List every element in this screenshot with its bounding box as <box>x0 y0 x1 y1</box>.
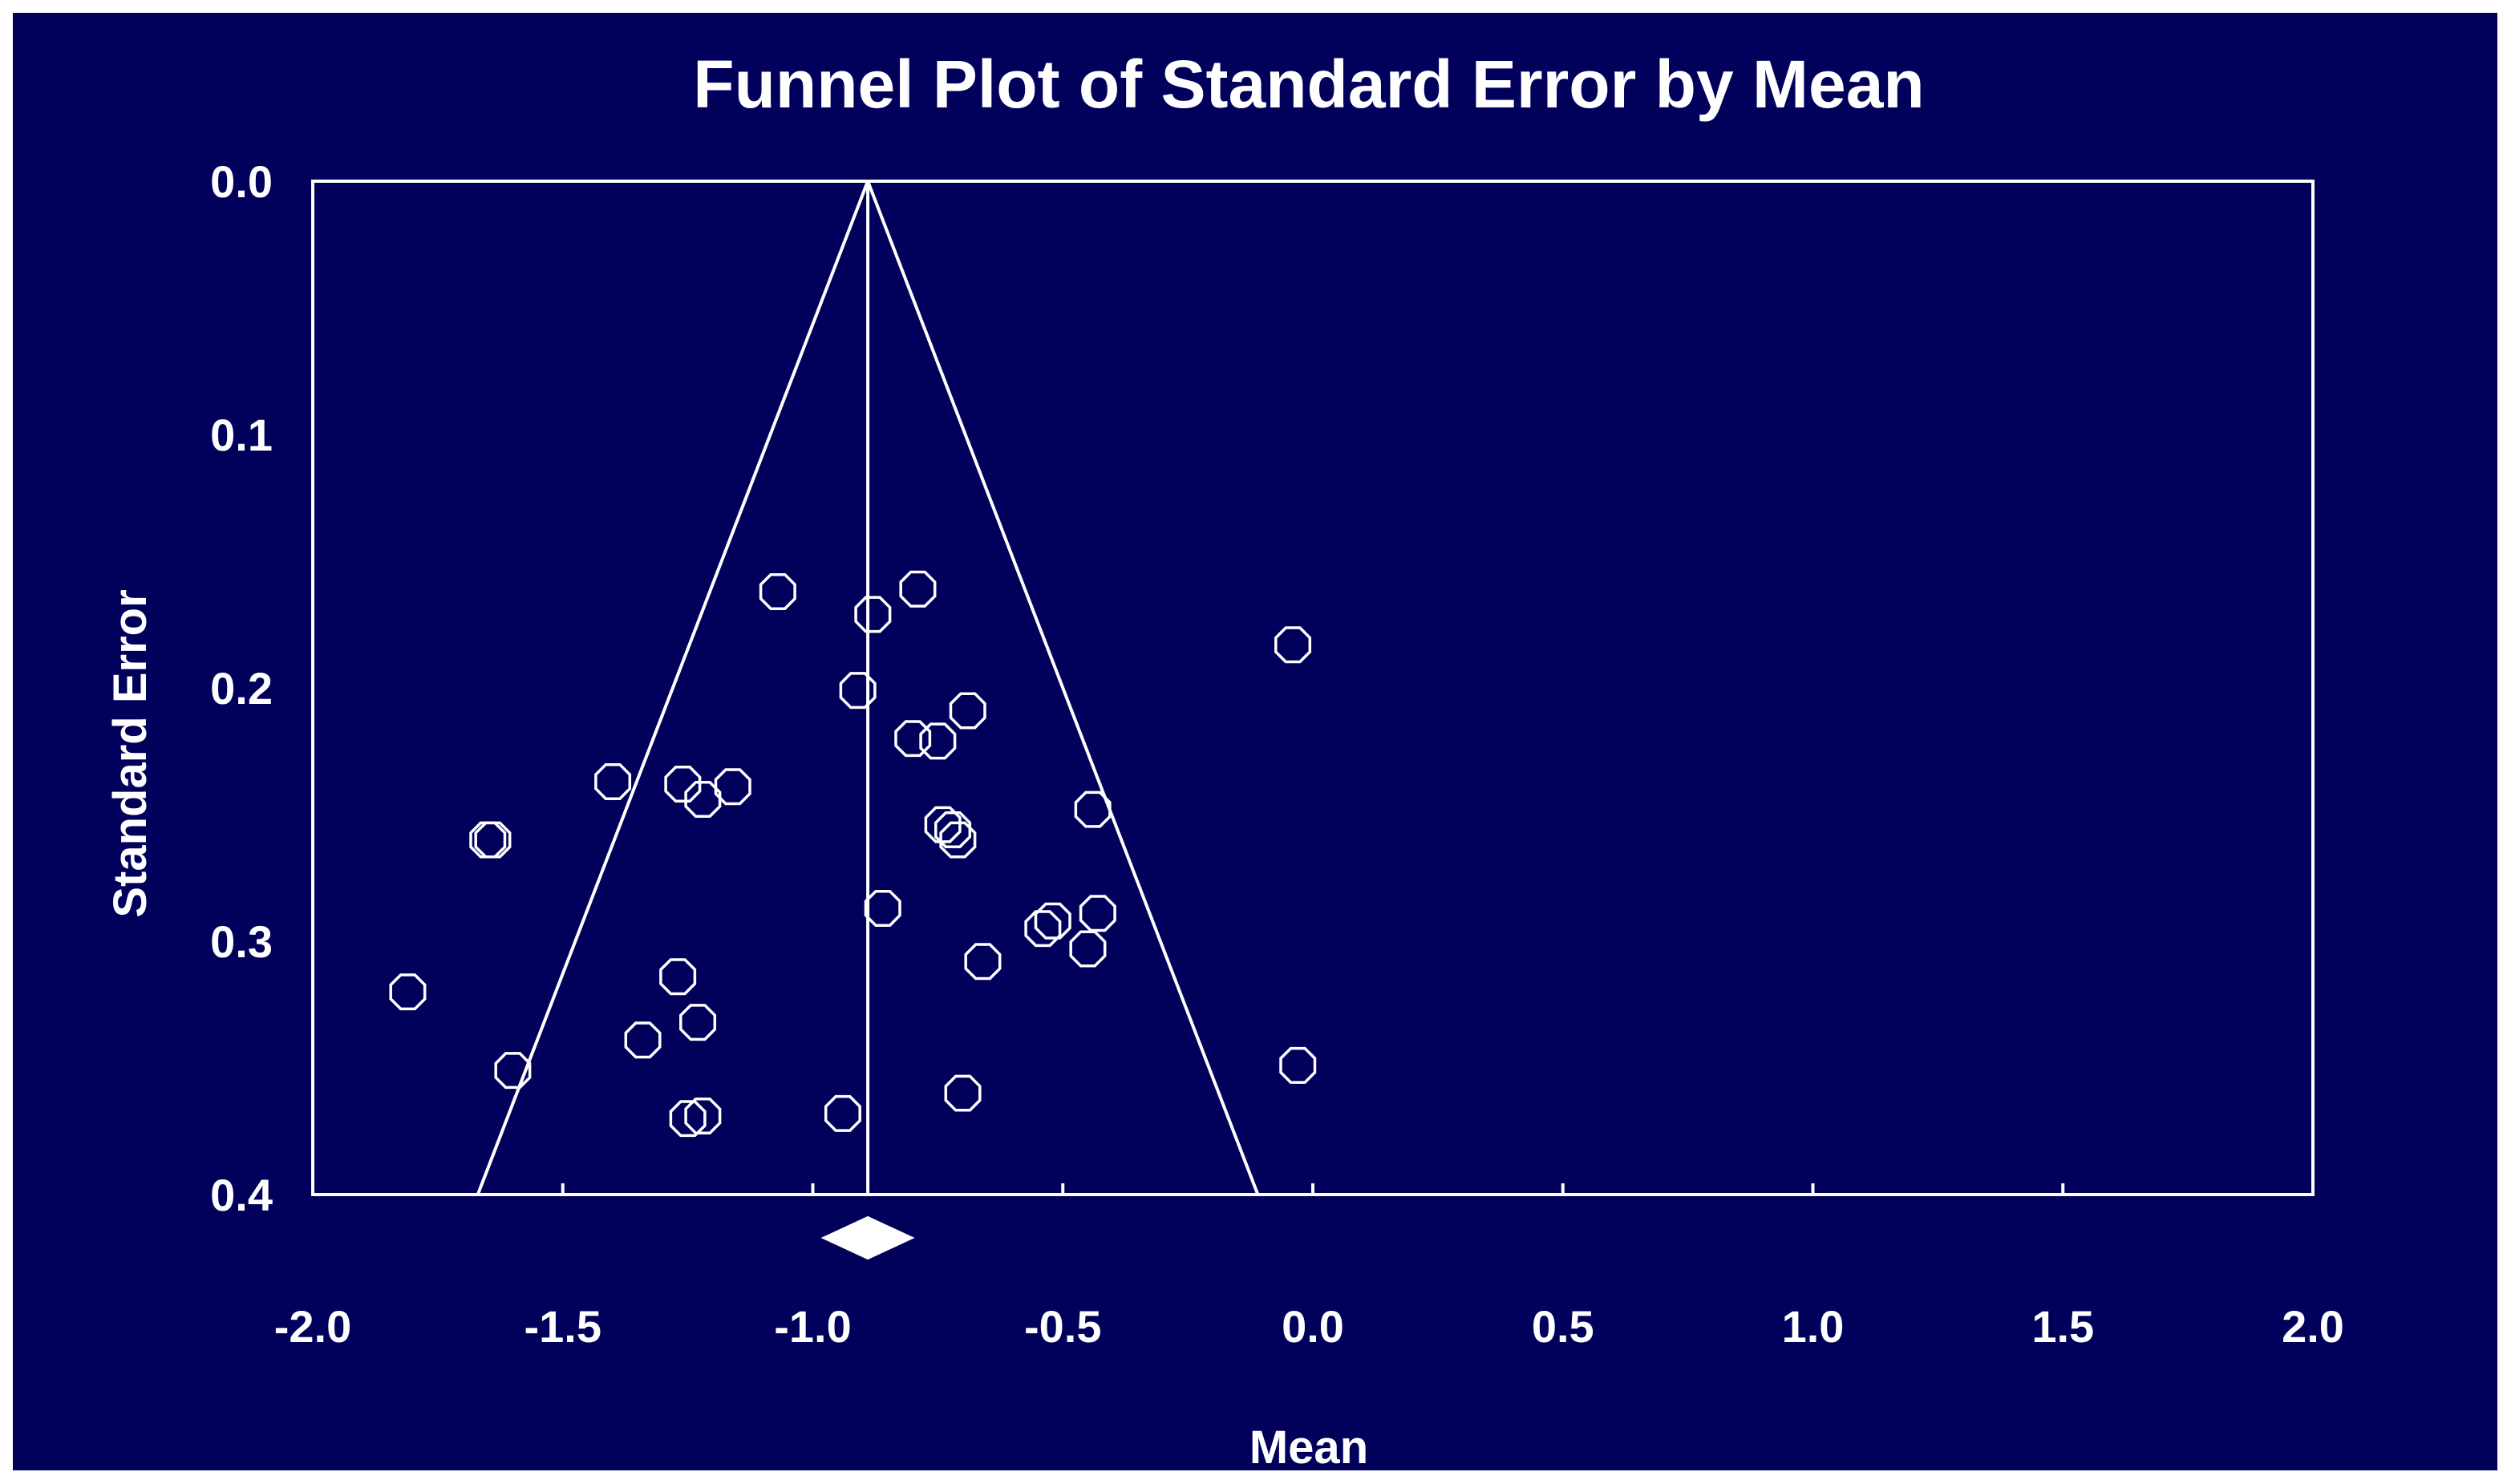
y-axis-ticks: 0.0 0.1 0.2 0.3 0.4 <box>210 156 273 1220</box>
funnel <box>476 180 1260 1260</box>
study-point <box>494 1052 532 1090</box>
x-tick-label: 1.5 <box>2031 1301 2094 1352</box>
x-tick-label: -1.5 <box>524 1301 602 1352</box>
study-point <box>919 722 957 760</box>
data-points <box>389 570 1317 1138</box>
study-point <box>1024 910 1062 948</box>
funnel-plot: Funnel Plot of Standard Error by Mean -2… <box>104 47 2344 1470</box>
study-point <box>659 958 697 996</box>
study-point <box>864 889 901 927</box>
study-point <box>1069 930 1107 968</box>
study-point <box>944 1074 982 1112</box>
study-point <box>899 570 937 608</box>
study-point <box>839 672 877 710</box>
x-tick-label: -1.0 <box>774 1301 852 1352</box>
study-point <box>684 781 722 819</box>
study-point <box>939 821 977 859</box>
study-point <box>964 943 1002 981</box>
study-point <box>624 1021 662 1059</box>
funnel-left-line <box>476 180 869 1195</box>
study-point <box>714 768 751 806</box>
study-point <box>759 572 796 610</box>
x-axis-label: Mean <box>1249 1421 1368 1470</box>
study-point <box>684 1098 722 1135</box>
x-tick-label: 0.5 <box>1532 1301 1594 1352</box>
summary-diamond <box>820 1215 915 1260</box>
study-point <box>854 596 892 633</box>
plot-area <box>311 180 2315 1196</box>
study-point <box>824 1094 861 1132</box>
y-tick-label: 0.3 <box>210 916 273 967</box>
study-point <box>1079 895 1116 932</box>
study-point <box>1034 902 1071 940</box>
study-point <box>669 1100 707 1138</box>
study-point <box>679 1004 717 1041</box>
y-tick-label: 0.0 <box>210 156 273 207</box>
x-tick-label: 0.0 <box>1282 1301 1344 1352</box>
y-tick-label: 0.1 <box>210 410 273 460</box>
x-tick-label: 2.0 <box>2282 1301 2344 1352</box>
chart-title: Funnel Plot of Standard Error by Mean <box>693 47 1924 122</box>
study-point <box>594 762 632 800</box>
x-axis-ticks: -2.0 -1.5 -1.0 -0.5 0.0 0.5 1.0 1.5 2.0 <box>274 1183 2344 1352</box>
y-tick-label: 0.2 <box>210 663 273 714</box>
study-point <box>1274 626 1312 664</box>
study-point <box>389 973 427 1011</box>
y-tick-label: 0.4 <box>210 1170 273 1220</box>
chart-background: Funnel Plot of Standard Error by Mean -2… <box>13 13 2497 1470</box>
x-tick-label: 1.0 <box>1782 1301 1845 1352</box>
study-point <box>934 811 972 848</box>
x-tick-label: -0.5 <box>1024 1301 1102 1352</box>
study-point <box>924 806 962 843</box>
study-point <box>474 821 512 859</box>
study-point <box>949 692 986 730</box>
funnel-right-line <box>866 180 1260 1195</box>
plot-border <box>311 180 2315 1196</box>
y-axis-label: Standard Error <box>104 589 156 917</box>
x-tick-label: -2.0 <box>274 1301 352 1352</box>
study-point <box>1074 791 1112 828</box>
study-point <box>1279 1046 1317 1084</box>
